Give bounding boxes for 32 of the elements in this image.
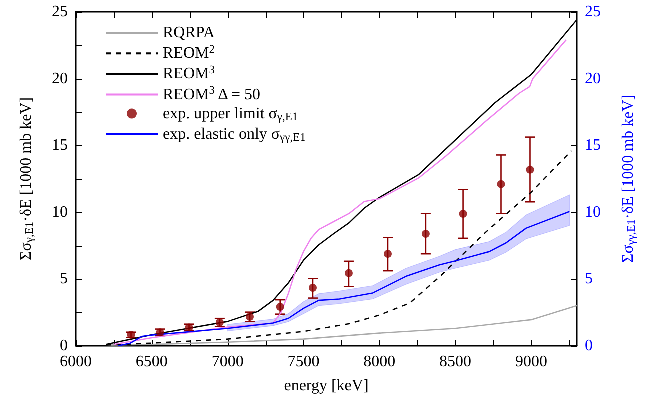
x-tick-label: 7500	[288, 354, 320, 370]
y2-tick-label: 20	[585, 70, 601, 88]
x-axis-title: energy [keV]	[284, 378, 369, 394]
y2-tick-label: 25	[585, 4, 601, 20]
y-tick-label: 25	[52, 4, 68, 20]
point	[526, 166, 534, 174]
x-tick-label: 6500	[136, 354, 168, 370]
y-tick-label: 20	[52, 70, 68, 88]
point	[384, 250, 392, 258]
y-tick-label: 0	[60, 338, 68, 354]
point	[276, 302, 284, 311]
y-tick-label: 15	[52, 137, 68, 154]
x-tick-label: 8000	[364, 354, 396, 370]
y2-tick-label: 15	[585, 137, 601, 154]
line-series	[118, 211, 570, 347]
point	[308, 284, 317, 292]
y-axis-title: Σσγ,E1·δE [1000 mb keV]	[18, 97, 36, 261]
point	[459, 210, 468, 218]
y-tick-label: 5	[60, 270, 68, 288]
y2-tick-label: 5	[585, 270, 593, 288]
x-tick-label: 7000	[212, 354, 244, 370]
point	[422, 230, 430, 238]
x-tick-label: 8500	[440, 354, 472, 370]
legend-label: RQRPA	[163, 24, 216, 42]
y2-tick-label: 0	[585, 338, 593, 354]
y2-axis-title: Σσγγ,E1·δE [1000 mb keV]	[620, 94, 638, 264]
point	[497, 180, 506, 188]
y2-tick-label: 10	[585, 204, 601, 221]
point	[344, 269, 353, 278]
x-tick-label: 9000	[515, 354, 548, 370]
y-tick-label: 10	[52, 204, 68, 221]
x-tick-label: 6000	[60, 354, 92, 370]
